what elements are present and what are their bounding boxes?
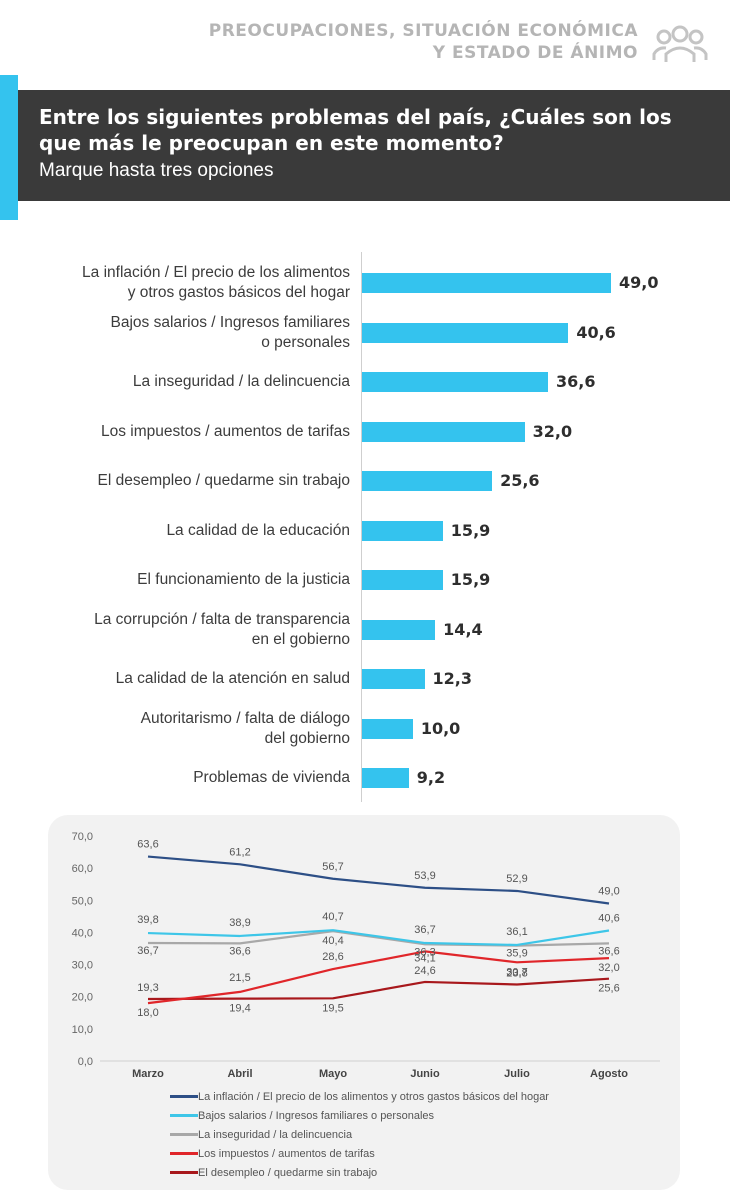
bar-value-label: 49,0 [619, 273, 659, 292]
bar [362, 421, 525, 442]
bar-row: La inflación / El precio de los alimento… [0, 261, 730, 305]
bar-row: Bajos salarios / Ingresos familiares o p… [0, 311, 730, 355]
bar [362, 372, 548, 392]
legend-label: La inflación / El precio de los alimento… [198, 1090, 549, 1103]
legend-label: Los impuestos / aumentos de tarifas [198, 1147, 375, 1160]
bar [362, 273, 611, 293]
bar [362, 669, 425, 689]
line-chart-legend: La inflación / El precio de los alimento… [170, 1087, 549, 1182]
bar [362, 768, 409, 788]
bar-row: La inseguridad / la delincuencia 36,6 [0, 360, 730, 404]
people-group-icon [652, 25, 708, 62]
bar-category-label: La corrupción / falta de transparencia e… [94, 610, 350, 648]
legend-item: La inseguridad / la delincuencia [170, 1125, 549, 1144]
bar-category-label: Los impuestos / aumentos de tarifas [101, 422, 350, 440]
bar-value-label: 25,6 [500, 471, 540, 490]
section-header-line1: PREOCUPACIONES, SITUACIÓN ECONÓMICA [208, 21, 638, 41]
question-title: Entre los siguientes problemas del país,… [39, 105, 672, 155]
bar-row: Problemas de vivienda 9,2 [0, 756, 730, 800]
bar [362, 520, 443, 541]
section-header-line2: Y ESTADO DE ÁNIMO [432, 43, 638, 63]
bar-row: El desempleo / quedarme sin trabajo 25,6 [0, 459, 730, 503]
legend-label: El desempleo / quedarme sin trabajo [198, 1166, 378, 1179]
bar-value-label: 14,4 [443, 619, 483, 639]
bar-category-label: La calidad de la educación [166, 521, 350, 539]
legend-swatch [170, 1152, 198, 1155]
bar-row: La calidad de la atención en salud 12,3 [0, 657, 730, 701]
bar-chart-axis [361, 252, 362, 802]
bar [362, 322, 569, 343]
bar-row: Autoritarismo / falta de diálogo del gob… [0, 707, 730, 751]
legend-label: Bajos salarios / Ingresos familiares o p… [198, 1109, 435, 1122]
legend-item: La inflación / El precio de los alimento… [170, 1087, 549, 1106]
bar [362, 570, 443, 590]
bar-value-label: 32,0 [532, 421, 573, 441]
question-subtitle: Marque hasta tres opciones [39, 160, 274, 181]
legend-item: Los impuestos / aumentos de tarifas [170, 1144, 549, 1163]
legend-swatch [170, 1114, 198, 1117]
bar-row: La corrupción / falta de transparencia e… [0, 608, 730, 652]
bar-value-label: 12,3 [432, 669, 472, 688]
bar-category-label: Bajos salarios / Ingresos familiares o p… [110, 313, 351, 351]
bar-value-label: 10,0 [420, 718, 461, 738]
bar-row: Los impuestos / aumentos de tarifas 32,0 [0, 410, 730, 454]
bar-row: El funcionamiento de la justicia 15,9 [0, 558, 730, 602]
bar [362, 619, 436, 640]
bar-category-label: Autoritarismo / falta de diálogo del gob… [140, 709, 350, 747]
legend-label: La inseguridad / la delincuencia [198, 1128, 353, 1141]
bar-category-label: Problemas de vivienda [193, 769, 350, 786]
legend-swatch [170, 1171, 198, 1174]
legend-item: Bajos salarios / Ingresos familiares o p… [170, 1106, 549, 1125]
bar-value-label: 15,9 [450, 520, 491, 540]
bar-category-label: El desempleo / quedarme sin trabajo [97, 472, 350, 489]
bar [362, 471, 493, 491]
bar-category-label: La calidad de la atención en salud [115, 670, 350, 687]
bar-value-label: 15,9 [450, 570, 491, 589]
bar-category-label: La inflación / El precio de los alimento… [82, 264, 350, 301]
bar-value-label: 40,6 [576, 322, 616, 342]
bar-value-label: 9,2 [416, 768, 446, 787]
section-header: PREOCUPACIONES, SITUACIÓN ECONÓMICA Y ES… [209, 20, 638, 64]
bar [362, 718, 413, 739]
accent-bar [0, 75, 18, 220]
bar-category-label: El funcionamiento de la justicia [137, 571, 350, 588]
legend-swatch [170, 1133, 198, 1136]
question-box: Entre los siguientes problemas del país,… [18, 90, 730, 201]
legend-item: El desempleo / quedarme sin trabajo [170, 1163, 549, 1182]
bar-category-label: La inseguridad / la delincuencia [132, 373, 350, 390]
legend-swatch [170, 1095, 198, 1098]
bar-value-label: 36,6 [555, 372, 596, 391]
bar-row: La calidad de la educación 15,9 [0, 509, 730, 553]
